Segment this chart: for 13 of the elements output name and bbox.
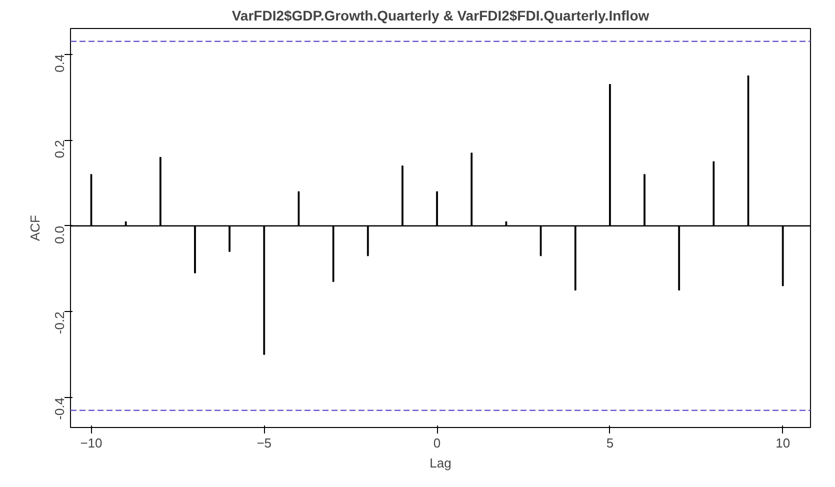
x-axis-title: Lag [430, 456, 452, 470]
x-tick-label: −10 [80, 436, 102, 450]
y-tick-label: 0.4 [52, 54, 67, 72]
x-tick-label: −5 [256, 436, 272, 450]
y-tick-label: -0.4 [52, 397, 67, 420]
chart-title: VarFDI2$GDP.Growth.Quarterly & VarFDI2$FDI.Quarterly.Inflow [232, 8, 650, 24]
y-tick-label: 0.0 [52, 226, 67, 244]
x-tick-label: 0 [433, 436, 441, 450]
x-tick-label: 10 [776, 436, 790, 450]
y-axis-title: ACF [28, 214, 42, 241]
y-tick-label: -0.2 [52, 312, 67, 334]
y-tick-label: 0.2 [52, 140, 67, 158]
x-tick-label: 5 [606, 436, 614, 450]
